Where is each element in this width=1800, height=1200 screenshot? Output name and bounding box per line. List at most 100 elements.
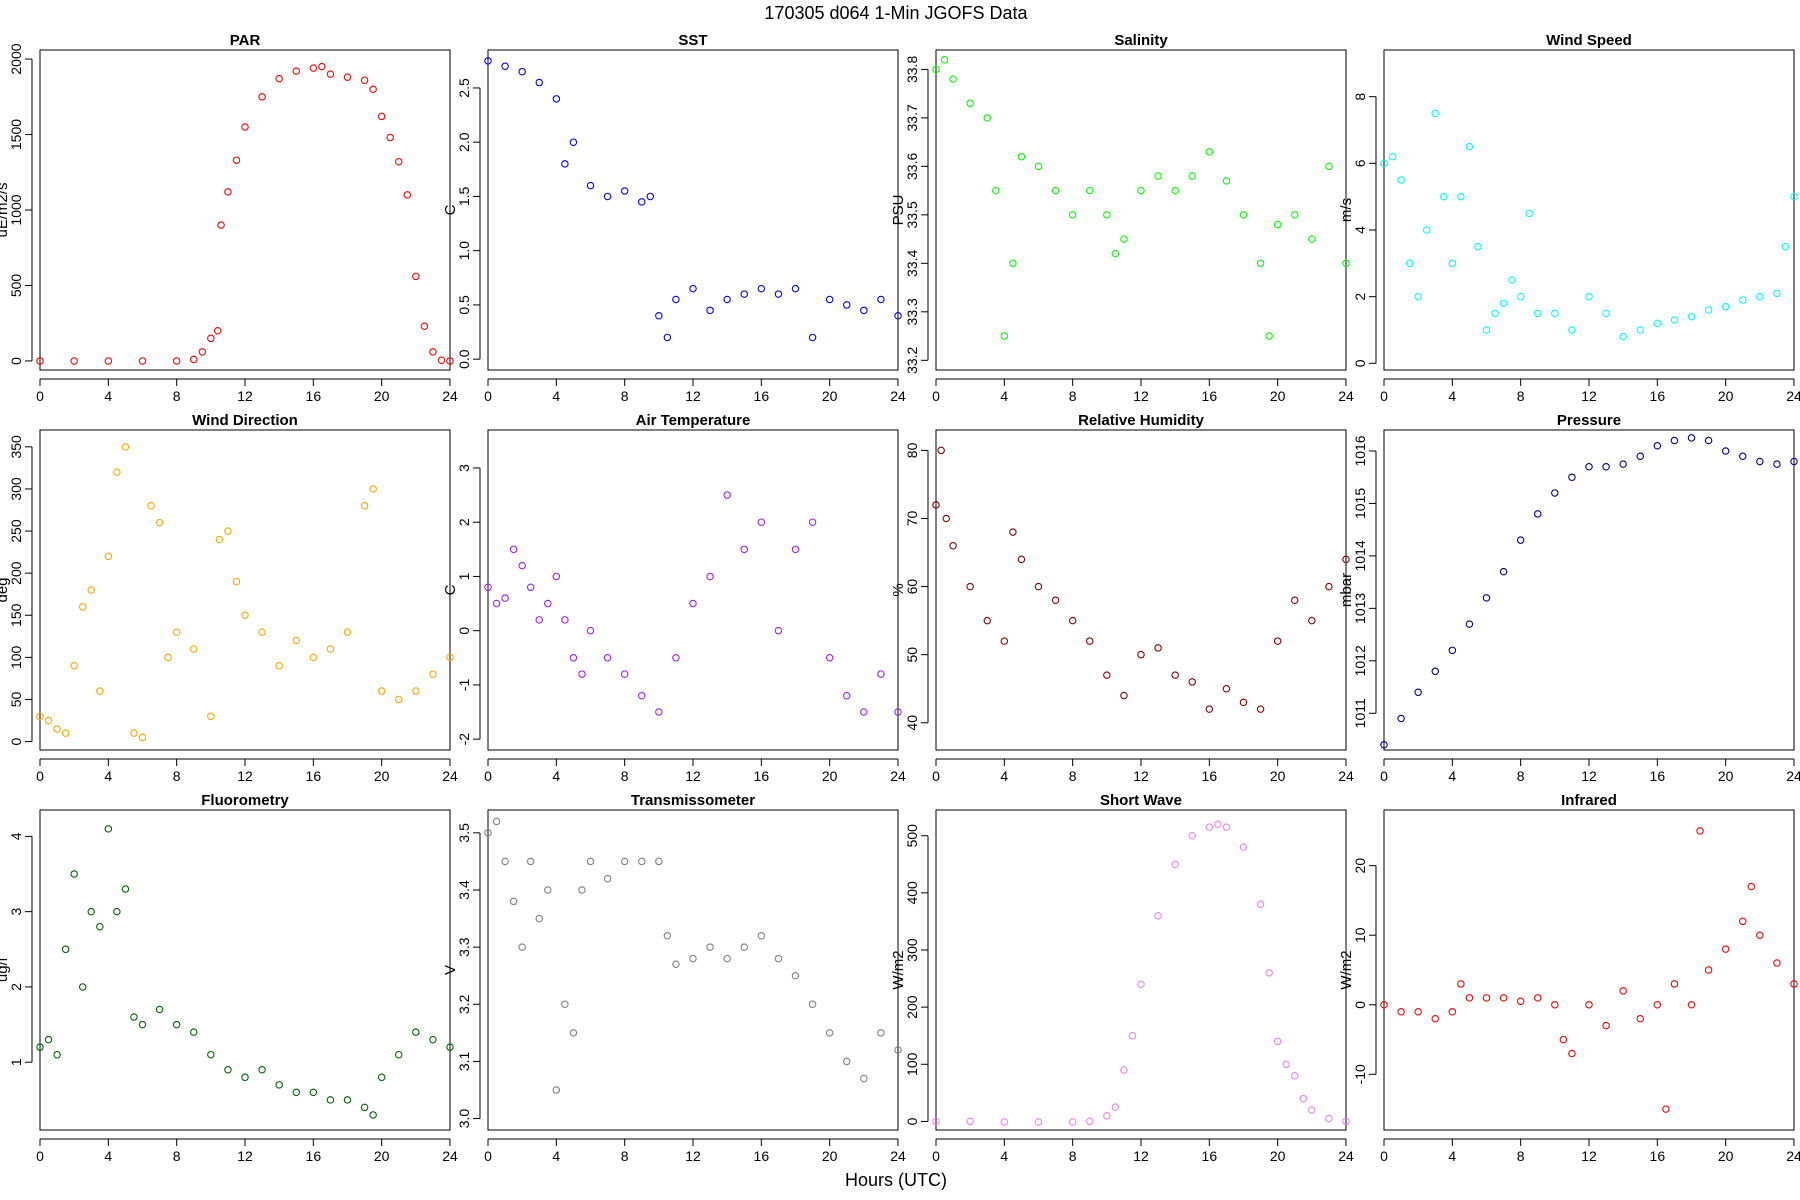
data-point <box>1781 242 1790 251</box>
data-point <box>723 954 731 963</box>
plot-frame <box>39 809 451 1131</box>
data-point <box>1790 457 1798 466</box>
plot-frame <box>487 809 899 1131</box>
panel-title: Wind Speed <box>1546 32 1632 49</box>
data-point <box>1273 220 1282 229</box>
data-point <box>130 729 138 737</box>
data-point <box>757 931 766 940</box>
x-tick-label: 24 <box>890 388 906 404</box>
data-point <box>561 616 569 624</box>
data-point <box>672 295 680 304</box>
data-point <box>1585 292 1593 301</box>
data-point <box>1568 326 1576 334</box>
data-point <box>1256 705 1265 713</box>
data-point <box>1465 620 1474 628</box>
x-tick-label: 0 <box>1380 1148 1388 1164</box>
data-point <box>1205 148 1214 156</box>
y-tick-label: 2.0 <box>456 132 472 152</box>
data-point <box>78 603 87 611</box>
data-point <box>369 1111 377 1119</box>
y-tick-label: -1 <box>456 678 472 691</box>
y-tick-label: 100 <box>904 1052 920 1076</box>
data-point <box>61 945 70 954</box>
data-point <box>215 535 224 544</box>
data-point <box>1291 1071 1299 1080</box>
y-tick-label: 2 <box>8 983 24 991</box>
data-point <box>663 333 672 342</box>
x-tick-label: 12 <box>237 388 253 404</box>
data-point <box>544 599 552 608</box>
data-point <box>808 333 817 342</box>
data-point <box>484 829 492 837</box>
data-point <box>232 156 241 164</box>
data-point <box>578 886 586 894</box>
data-point <box>949 541 957 550</box>
data-point <box>412 1028 420 1036</box>
x-tick-label: 4 <box>104 388 112 404</box>
data-point <box>1756 457 1764 466</box>
y-tick-label: 0 <box>904 1117 920 1125</box>
data-point <box>1103 671 1111 679</box>
x-tick-label: 20 <box>374 768 390 784</box>
data-point <box>1482 994 1491 1002</box>
data-point <box>292 636 300 645</box>
data-point <box>36 357 44 365</box>
data-point <box>983 616 991 625</box>
x-tick-label: 8 <box>1517 388 1525 404</box>
data-point <box>518 67 526 76</box>
x-axis-label: Hours (UTC) <box>845 1170 947 1190</box>
data-point <box>1636 326 1645 334</box>
data-point <box>1721 302 1730 311</box>
data-point <box>172 1020 181 1029</box>
x-tick-label: 20 <box>374 388 390 404</box>
data-point <box>1602 462 1610 471</box>
data-point <box>1239 843 1248 851</box>
data-point <box>535 616 543 624</box>
y-tick-label: 3.3 <box>456 937 472 957</box>
data-point <box>774 626 783 635</box>
x-tick-label: 8 <box>1517 1148 1525 1164</box>
x-tick-label: 12 <box>237 1148 253 1164</box>
plot-frame <box>1383 429 1795 751</box>
data-point <box>241 611 249 620</box>
y-tick-label: 4 <box>1352 226 1368 234</box>
data-point <box>1051 596 1060 604</box>
x-tick-label: 8 <box>1069 768 1077 784</box>
data-point <box>1491 309 1499 318</box>
data-point <box>535 914 543 923</box>
x-tick-label: 20 <box>822 388 838 404</box>
data-point <box>740 545 748 554</box>
y-axis-label: mbar <box>1338 573 1355 607</box>
x-tick-label: 20 <box>1270 1148 1286 1164</box>
x-tick-label: 12 <box>685 388 701 404</box>
data-point <box>1265 969 1273 977</box>
series-points <box>36 825 454 1119</box>
panel-title: Fluorometry <box>201 792 289 809</box>
y-axis: 40 50 60 70 80 <box>904 442 929 731</box>
data-point <box>1111 1103 1120 1111</box>
data-point <box>825 295 834 304</box>
x-tick-label: 8 <box>173 1148 181 1164</box>
data-point <box>860 306 868 315</box>
y-tick-label: 50 <box>904 647 920 663</box>
data-point <box>1034 582 1043 591</box>
data-point <box>1120 235 1128 243</box>
data-point <box>501 857 509 866</box>
x-tick-label: 0 <box>36 388 44 404</box>
data-point <box>1448 1007 1457 1016</box>
data-point <box>1457 980 1465 988</box>
data-point <box>1017 555 1026 564</box>
data-point <box>309 64 318 72</box>
data-point <box>309 1088 318 1097</box>
data-point <box>620 857 629 866</box>
data-point <box>509 897 518 906</box>
data-point <box>877 670 885 678</box>
data-point <box>224 1066 232 1074</box>
data-point <box>1137 186 1145 195</box>
y-tick-label: 50 <box>8 691 24 707</box>
data-point <box>603 654 612 662</box>
y-tick-label: 3.4 <box>456 880 472 900</box>
data-point <box>1325 1114 1333 1123</box>
data-point <box>1482 326 1491 334</box>
